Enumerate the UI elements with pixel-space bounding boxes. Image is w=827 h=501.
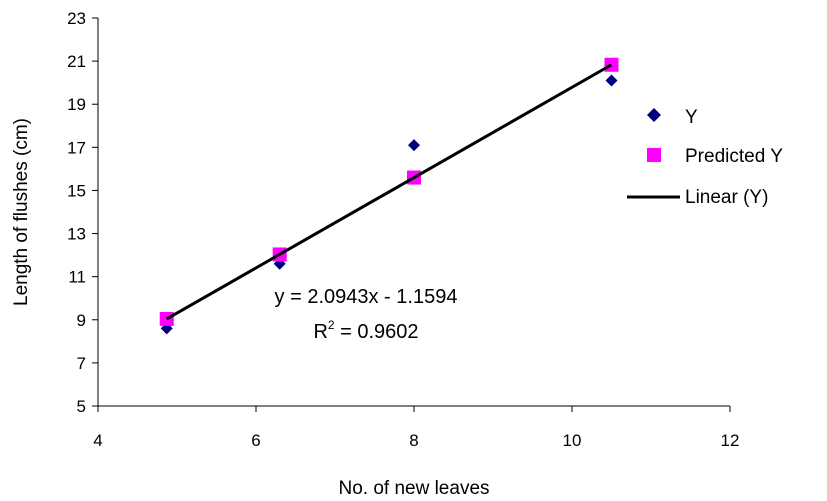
data-point-y [408, 139, 420, 152]
legend-marker-diamond [647, 108, 661, 122]
x-tick-label: 8 [409, 431, 418, 450]
legend-item-predicted-y: Predicted Y [647, 146, 783, 167]
y-tick-label: 13 [67, 225, 86, 244]
r-squared-prefix: R [313, 321, 327, 343]
y-tick-label: 5 [77, 397, 86, 416]
trendline-equation: y = 2.0943x - 1.1594 [275, 286, 458, 308]
y-tick-label: 21 [67, 52, 86, 71]
r-squared-superscript: 2 [328, 318, 335, 332]
y-tick-label: 7 [77, 354, 86, 373]
y-tick-label: 9 [77, 311, 86, 330]
x-tick-label: 6 [251, 431, 260, 450]
y-tick-label: 11 [68, 268, 86, 287]
r-squared-label: R2 = 0.9602 [313, 318, 418, 343]
legend: Y Predicted Y Linear (Y) [627, 107, 783, 208]
y-axis-title: Length of flushes (cm) [11, 118, 32, 306]
legend-label-y: Y [685, 107, 698, 128]
data-point-y [605, 74, 618, 87]
r-squared-value: = 0.9602 [335, 321, 419, 343]
y-tick-label: 23 [67, 9, 86, 28]
x-tick-label: 4 [93, 431, 102, 450]
legend-item-y: Y [647, 107, 698, 128]
trendline [165, 63, 613, 321]
legend-marker-square [647, 148, 661, 162]
x-tick-label: 12 [721, 431, 740, 450]
x-axis-title: No. of new leaves [338, 478, 489, 499]
y-tick-label: 17 [67, 138, 86, 157]
legend-label-predicted-y: Predicted Y [685, 146, 783, 167]
y-tick-label: 19 [67, 95, 86, 114]
legend-item-linear-y: Linear (Y) [627, 187, 768, 208]
x-tick-label: 10 [563, 431, 582, 450]
legend-label-linear-y: Linear (Y) [685, 187, 768, 208]
y-tick-label: 15 [67, 181, 86, 200]
plot-area: 5 7 9 11 13 15 17 19 21 23 4 6 8 10 12 [67, 9, 739, 450]
